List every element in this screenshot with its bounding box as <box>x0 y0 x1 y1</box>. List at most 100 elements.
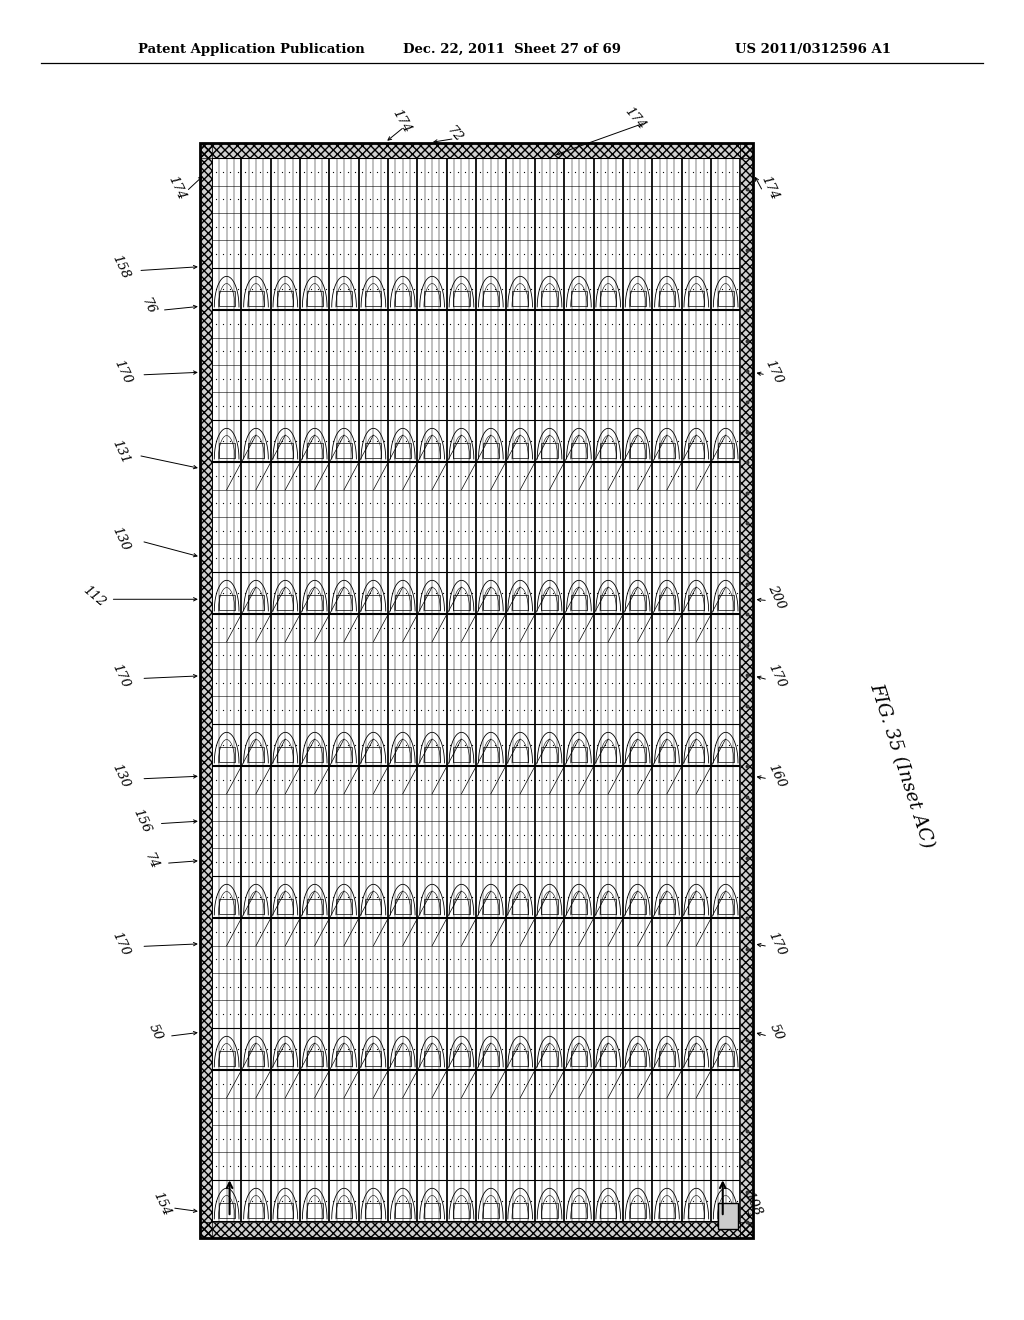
Bar <box>424 1051 440 1067</box>
Text: 170: 170 <box>110 929 132 958</box>
Bar <box>394 1203 411 1218</box>
Bar <box>482 899 499 913</box>
Bar <box>542 899 558 913</box>
Bar <box>278 444 294 458</box>
Bar <box>248 899 264 913</box>
Bar <box>306 899 323 913</box>
Bar <box>278 1051 294 1067</box>
Text: 156: 156 <box>130 807 153 836</box>
Text: 170: 170 <box>762 358 784 387</box>
Bar <box>688 1051 705 1067</box>
Bar <box>366 747 382 762</box>
Text: 131: 131 <box>110 437 132 466</box>
Bar <box>600 1203 616 1218</box>
Bar <box>200 143 753 158</box>
Bar <box>454 444 470 458</box>
Bar <box>482 444 499 458</box>
Bar <box>630 899 646 913</box>
Bar <box>248 444 264 458</box>
Bar <box>718 747 734 762</box>
Bar <box>366 595 382 610</box>
Bar <box>306 1051 323 1067</box>
Bar <box>200 143 753 1238</box>
Bar <box>512 1051 528 1067</box>
Bar <box>688 1203 705 1218</box>
Text: 130: 130 <box>110 524 132 553</box>
Bar <box>718 444 734 458</box>
Bar <box>570 595 587 610</box>
Bar <box>336 747 352 762</box>
Bar <box>512 595 528 610</box>
Text: 158: 158 <box>110 252 132 281</box>
Bar <box>248 1203 264 1218</box>
Bar <box>424 444 440 458</box>
Bar <box>424 595 440 610</box>
Bar <box>630 444 646 458</box>
Bar <box>718 1051 734 1067</box>
Bar <box>482 1203 499 1218</box>
Bar <box>482 747 499 762</box>
Bar <box>600 747 616 762</box>
Bar <box>658 292 675 306</box>
Bar <box>218 595 234 610</box>
Bar <box>336 595 352 610</box>
Bar <box>218 292 234 306</box>
Text: 170: 170 <box>765 661 787 690</box>
Bar <box>366 899 382 913</box>
Bar <box>218 1051 234 1067</box>
Bar <box>630 1051 646 1067</box>
Bar <box>278 1203 294 1218</box>
Text: 174: 174 <box>759 173 781 202</box>
Text: 130: 130 <box>110 762 132 791</box>
Bar <box>482 595 499 610</box>
Text: Patent Application Publication: Patent Application Publication <box>138 44 365 55</box>
Bar <box>306 595 323 610</box>
Bar <box>336 444 352 458</box>
Bar <box>394 1051 411 1067</box>
Bar <box>200 1222 753 1238</box>
Bar <box>570 1203 587 1218</box>
Text: 170: 170 <box>765 929 787 958</box>
Text: 74: 74 <box>142 850 161 871</box>
Bar <box>570 1051 587 1067</box>
Bar <box>600 444 616 458</box>
Text: 160: 160 <box>765 762 787 791</box>
Bar <box>718 595 734 610</box>
Text: 174: 174 <box>622 106 648 132</box>
Bar <box>542 595 558 610</box>
Bar <box>394 444 411 458</box>
Bar <box>482 292 499 306</box>
Text: 76: 76 <box>139 296 158 317</box>
Bar <box>630 292 646 306</box>
Text: 50: 50 <box>146 1022 165 1043</box>
Bar <box>630 595 646 610</box>
Bar <box>454 747 470 762</box>
Bar <box>740 143 753 1238</box>
Bar <box>454 899 470 913</box>
Bar <box>512 444 528 458</box>
Bar <box>658 1051 675 1067</box>
Bar <box>394 595 411 610</box>
Bar <box>512 1203 528 1218</box>
Bar <box>658 747 675 762</box>
Text: 112: 112 <box>81 583 108 610</box>
Bar <box>218 444 234 458</box>
Text: 108: 108 <box>741 1189 764 1218</box>
Text: Dec. 22, 2011  Sheet 27 of 69: Dec. 22, 2011 Sheet 27 of 69 <box>403 44 621 55</box>
Bar <box>542 747 558 762</box>
Bar <box>454 1051 470 1067</box>
Bar <box>218 747 234 762</box>
Bar <box>688 899 705 913</box>
Bar <box>718 1203 734 1218</box>
Bar <box>212 158 740 1222</box>
Bar <box>278 747 294 762</box>
Bar <box>424 1203 440 1218</box>
Bar <box>278 595 294 610</box>
Bar <box>688 747 705 762</box>
Text: 174: 174 <box>165 173 187 202</box>
Bar <box>306 444 323 458</box>
Bar <box>394 747 411 762</box>
Text: FIG. 35 (Inset AC): FIG. 35 (Inset AC) <box>866 681 936 850</box>
Bar <box>454 292 470 306</box>
Bar <box>248 292 264 306</box>
